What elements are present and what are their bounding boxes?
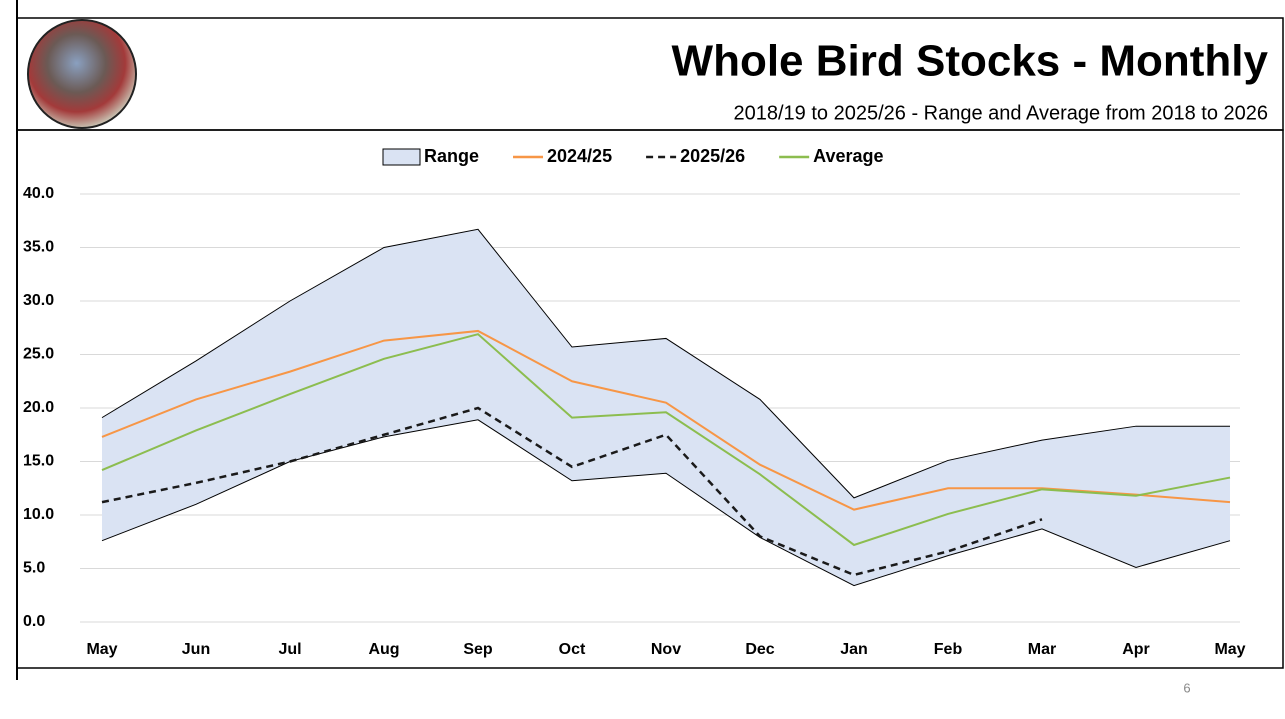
x-tick-label: Nov <box>651 641 681 658</box>
chart-title: Whole Bird Stocks - Monthly <box>672 37 1269 86</box>
x-tick-label: Apr <box>1122 641 1150 658</box>
y-tick-label: 25.0 <box>23 346 54 363</box>
y-tick-label: 15.0 <box>23 453 54 470</box>
legend-label: 2024/25 <box>547 146 612 166</box>
y-tick-label: 35.0 <box>23 239 54 256</box>
range-area <box>102 229 1230 585</box>
y-tick-label: 10.0 <box>23 506 54 523</box>
x-tick-label: Jun <box>182 641 210 658</box>
x-tick-label: May <box>86 641 117 658</box>
x-tick-label: Sep <box>463 641 493 658</box>
x-tick-label: May <box>1214 641 1245 658</box>
x-tick-label: Aug <box>368 641 399 658</box>
x-tick-label: Jul <box>278 641 301 658</box>
x-tick-label: Dec <box>745 641 774 658</box>
x-tick-label: Mar <box>1028 641 1056 658</box>
slide: Whole Bird Stocks - Monthly 2018/19 to 2… <box>0 0 1285 719</box>
x-tick-label: Feb <box>934 641 963 658</box>
turkey-image <box>28 20 136 128</box>
legend-label: Range <box>424 146 479 166</box>
y-tick-label: 20.0 <box>23 399 54 416</box>
legend-label: Average <box>813 146 883 166</box>
x-tick-label: Oct <box>559 641 586 658</box>
y-tick-label: 5.0 <box>23 560 45 577</box>
y-tick-label: 0.0 <box>23 613 45 630</box>
y-tick-label: 30.0 <box>23 292 54 309</box>
y-tick-label: 40.0 <box>23 185 54 202</box>
chart-subtitle: 2018/19 to 2025/26 - Range and Average f… <box>734 102 1269 124</box>
page: {"page_number": "6", "chart_data": {"typ… <box>0 0 1285 719</box>
legend-swatch <box>383 149 420 165</box>
page-number: 6 <box>1183 680 1190 695</box>
legend-label: 2025/26 <box>680 146 745 166</box>
x-tick-label: Jan <box>840 641 868 658</box>
